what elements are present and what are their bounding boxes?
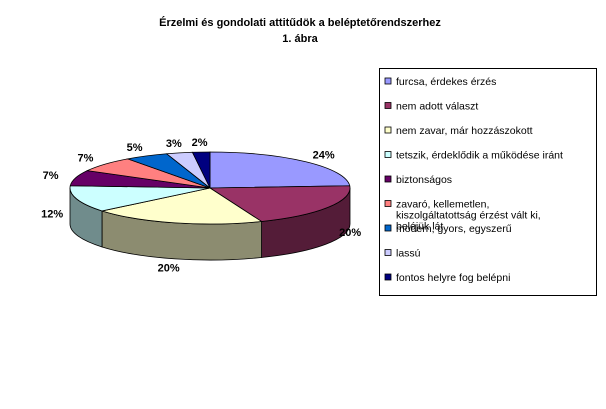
pie-labels: 24% 20% 20% 12% 7% 7% 5% 3% 2% [41, 137, 361, 274]
legend-entry-7: lassú [384, 248, 421, 260]
legend-entry-1: nem adott választ [384, 101, 478, 113]
slice-label-6: 5% [127, 142, 143, 154]
legend-entry-6: modern, gyors, egyszerű [384, 223, 512, 235]
legend-swatch-2 [384, 126, 392, 134]
slice-label-1: 20% [339, 227, 361, 239]
slice-label-0: 24% [313, 150, 335, 162]
legend-swatch-3 [384, 151, 392, 158]
legend-label-2: nem zavar, már hozzászokott [396, 125, 533, 137]
legend-label-6: modern, gyors, egyszerű [396, 223, 512, 235]
legend-label-0: furcsa, érdekes érzés [396, 76, 496, 88]
legend-swatch-1 [384, 102, 392, 109]
legend-label-4: biztonságos [396, 174, 452, 186]
chart-subtitle: 1. ábra [282, 33, 318, 45]
legend-swatch-5 [384, 200, 392, 207]
legend-swatch-6 [384, 224, 392, 232]
pie-slice-3 [69, 185, 211, 212]
legend-entry-8: fontos helyre fog belépni [384, 272, 510, 284]
legend-entry-2: nem zavar, már hozzászokott [384, 125, 533, 137]
pie-slice-0 [209, 151, 351, 189]
legend-entry-4: biztonságos [384, 174, 452, 186]
slice-label-2: 20% [158, 262, 180, 274]
legend-swatch-8 [384, 273, 392, 281]
legend-label-5: zavaró, kellemetlen, kiszolgáltatottság é… [396, 199, 541, 233]
slice-label-4: 7% [43, 170, 59, 182]
slice-label-5: 7% [78, 153, 94, 165]
legend-label-8: fontos helyre fog belépni [396, 272, 510, 284]
legend-label-3: tetszik, érdeklődik a működése iránt [396, 150, 563, 162]
slice-label-8: 2% [192, 137, 208, 149]
legend-entry-5: zavaró, kellemetlen, kiszolgáltatottság é… [384, 199, 541, 233]
legend-swatch-7 [384, 249, 392, 256]
chart-title: Érzelmi és gondolati attitűdök a belépte… [159, 16, 441, 29]
legend-label-1: nem adott választ [396, 101, 478, 113]
pie-sides [69, 187, 351, 261]
legend-label-7: lassú [396, 248, 421, 260]
legend-entry-0: furcsa, érdekes érzés [384, 76, 496, 88]
pie-top [69, 151, 351, 225]
pie-slice-1 [208, 185, 351, 222]
legend-swatch-4 [384, 175, 392, 183]
legend-frame [379, 68, 597, 296]
legend-entry-3: tetszik, érdeklődik a működése iránt [384, 150, 563, 162]
legend: furcsa, érdekes érzés nem adott választ ne… [379, 68, 597, 296]
pie-slice-2 [100, 187, 263, 225]
slice-label-3: 12% [41, 208, 63, 220]
pie-slice-8 [191, 151, 211, 189]
slice-label-7: 3% [166, 138, 182, 150]
legend-swatch-0 [384, 77, 392, 85]
